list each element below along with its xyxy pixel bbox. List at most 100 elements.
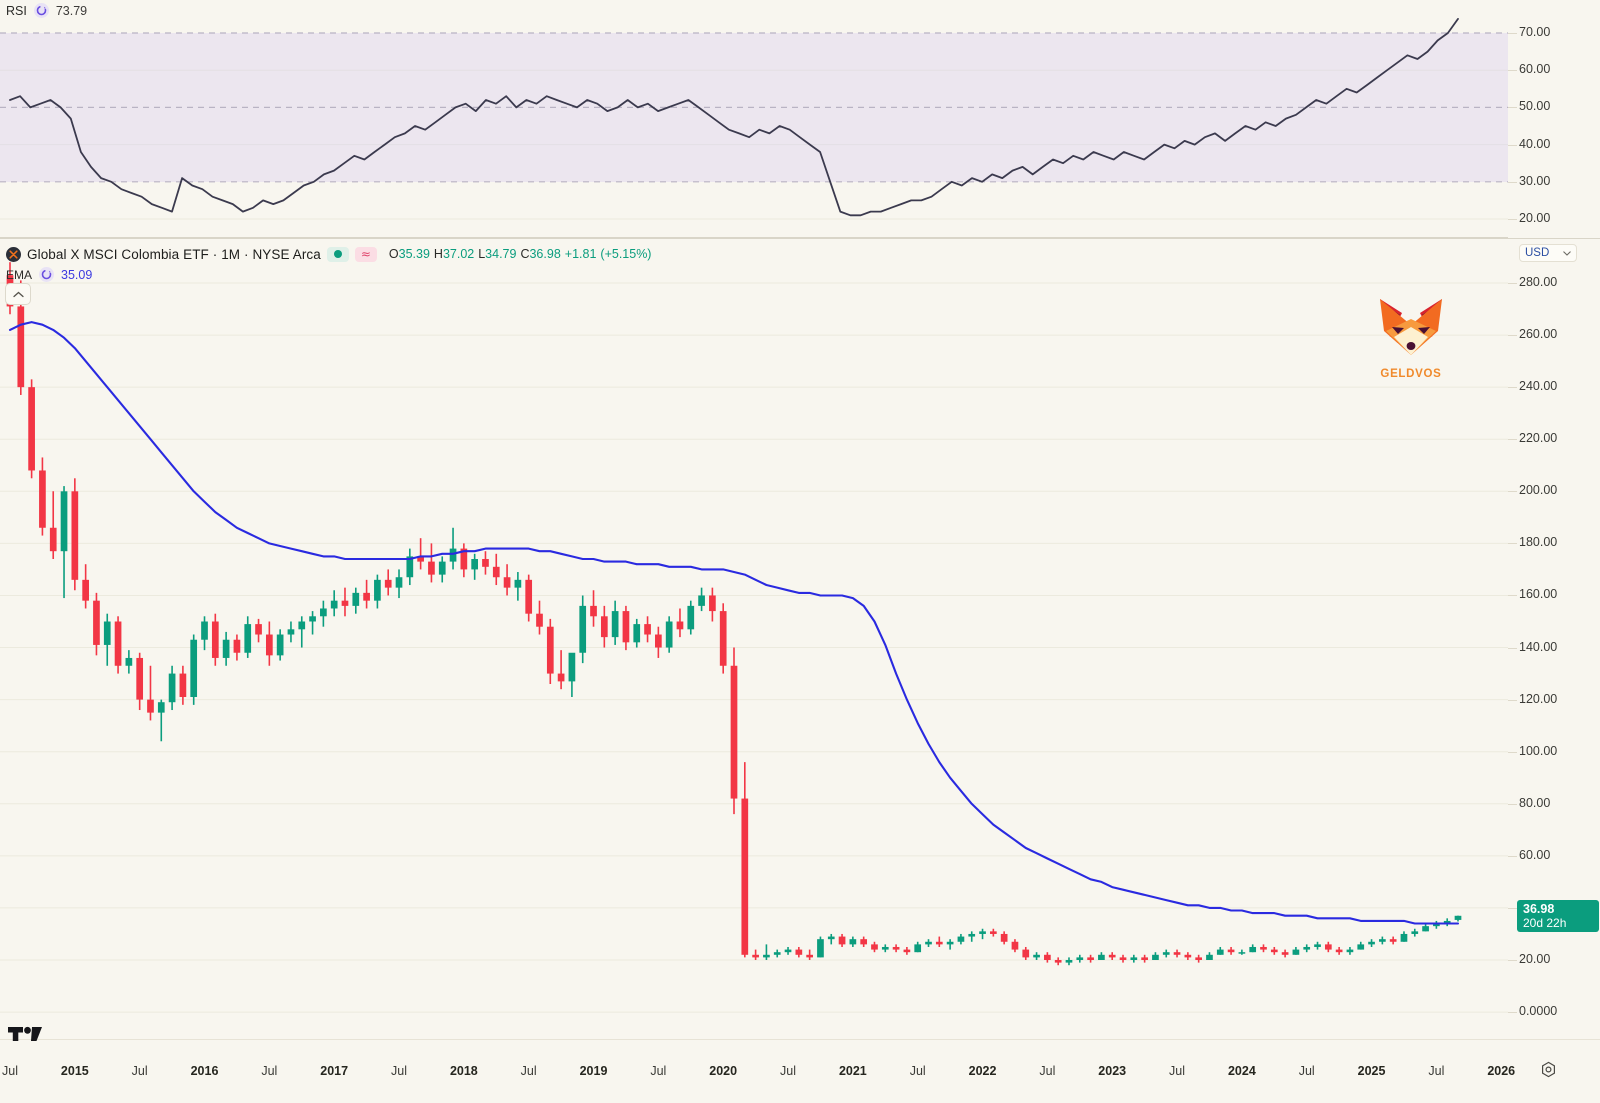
currency-label: USD	[1525, 247, 1550, 259]
settings-circle-icon[interactable]	[39, 267, 55, 282]
price-tick-label: 200.00	[1519, 483, 1558, 498]
rsi-legend[interactable]: RSI 73.79	[6, 3, 87, 18]
price-tick-mark	[1508, 387, 1517, 389]
price-tick-mark	[1508, 491, 1517, 493]
price-tick-mark	[1508, 907, 1517, 909]
time-axis-year-label: 2020	[709, 1064, 738, 1078]
time-axis-month-label: Jul	[1298, 1064, 1315, 1078]
rsi-price-axis[interactable]: 80.00 70.00 60.00 50.00 40.00 30.00 20.00	[1508, 0, 1600, 238]
price-tick-label: 260.00	[1519, 327, 1558, 342]
rsi-tick-label: 50.00	[1519, 99, 1551, 114]
rsi-pane: RSI 73.79	[0, 0, 1600, 238]
time-axis-year-label: 2023	[1098, 1064, 1127, 1078]
time-axis-year-label: 2024	[1227, 1064, 1256, 1078]
time-axis-month-label: Jul	[391, 1064, 407, 1078]
time-axis-month-label: Jul	[1169, 1064, 1186, 1078]
rsi-tick-label: 40.00	[1519, 136, 1551, 151]
tradingview-logo-icon[interactable]	[8, 1026, 42, 1053]
main-chart-pane: GELDVOS Global X MSCI Colombia ETF · 1M …	[0, 239, 1600, 1039]
candlestick-svg	[0, 262, 1508, 1013]
ohlc-o: O35.39	[388, 247, 430, 261]
price-tick-label: 120.00	[1519, 691, 1558, 706]
time-axis-year-label: 2026	[1487, 1064, 1516, 1078]
time-axis-year-label: 2016	[190, 1064, 219, 1078]
price-tick-label: 0.0000	[1519, 1004, 1558, 1019]
price-tick-mark	[1508, 335, 1517, 337]
collapse-legend-button[interactable]	[5, 283, 31, 305]
time-axis-month-label: Jul	[909, 1064, 926, 1078]
time-axis-month-label: Jul	[261, 1064, 278, 1078]
rsi-tick-mark	[1508, 144, 1517, 146]
adjusted-data-icon[interactable]: ≈	[354, 246, 377, 262]
legend-ema-row[interactable]: EMA 35.09	[6, 265, 651, 284]
price-change-percent: (+5.15%)	[600, 247, 652, 261]
time-axis-month-label: Jul	[520, 1064, 537, 1078]
time-axis-year-label: 2021	[838, 1064, 867, 1078]
chevron-up-icon	[12, 291, 24, 297]
price-axis[interactable]: USD 36.98 20d 22h 280.00 260.00 240.00 220.…	[1508, 239, 1600, 1039]
time-axis[interactable]: Jul 2015 Jul 2016 Jul 2017 Jul 2018 Jul 2019 Jul 20…	[0, 1026, 1600, 1103]
watermark: GELDVOS	[1372, 297, 1450, 380]
time-axis-year-label: 2022	[968, 1064, 997, 1078]
price-tick-label: 280.00	[1519, 275, 1558, 289]
time-axis-year-label: 2019	[579, 1064, 608, 1078]
price-plot-area[interactable]	[0, 239, 1508, 1039]
price-tick-label: 220.00	[1519, 431, 1558, 446]
candle-series	[6, 262, 1462, 966]
price-tick-label: 100.00	[1519, 743, 1558, 758]
bar-countdown: 20d 22h	[1523, 915, 1567, 930]
price-change: +1.81	[564, 247, 597, 261]
market-open-dot-icon[interactable]	[326, 246, 349, 262]
price-tick-mark	[1508, 595, 1517, 597]
rsi-tick-mark	[1508, 219, 1517, 220]
time-axis-month-label: Jul	[2, 1064, 18, 1078]
ohlc-l: L34.79	[478, 247, 517, 261]
time-axis-year-label: 2015	[60, 1064, 89, 1078]
price-tick-label: 80.00	[1519, 795, 1551, 810]
currency-selector[interactable]: USD	[1519, 244, 1577, 262]
time-axis-month-label: Jul	[780, 1064, 797, 1078]
ema-label: EMA	[6, 267, 33, 282]
price-tick-mark	[1508, 855, 1517, 857]
rsi-tick-mark	[1508, 107, 1517, 109]
rsi-tick-label: 60.00	[1519, 62, 1551, 77]
price-tick-mark	[1508, 960, 1517, 961]
time-axis-month-label: Jul	[650, 1064, 667, 1078]
price-tick-label: 240.00	[1519, 379, 1558, 394]
rsi-legend-label: RSI	[6, 3, 27, 18]
price-tick-mark	[1508, 803, 1517, 805]
chart-legend: Global X MSCI Colombia ETF · 1M · NYSE A…	[6, 244, 651, 284]
settings-circle-icon[interactable]	[33, 3, 49, 18]
time-axis-year-label: 2018	[449, 1064, 478, 1078]
rsi-line	[9, 18, 1459, 217]
price-tick-label: 180.00	[1519, 535, 1558, 550]
price-tick-mark	[1508, 543, 1517, 545]
rsi-tick-mark	[1508, 70, 1517, 72]
price-tick-mark	[1508, 439, 1517, 441]
price-tick-label: 140.00	[1519, 639, 1558, 654]
ema-line	[8, 321, 1460, 925]
price-tick-label: 60.00	[1519, 847, 1551, 862]
last-price-badge[interactable]: 36.98 20d 22h	[1517, 899, 1599, 932]
rsi-tick-mark	[1508, 181, 1517, 183]
legend-symbol-row[interactable]: Global X MSCI Colombia ETF · 1M · NYSE A…	[6, 244, 651, 264]
axis-settings-icon[interactable]	[1540, 1061, 1557, 1083]
rsi-plot-area[interactable]	[0, 0, 1508, 238]
time-axis-month-label: Jul	[1428, 1064, 1445, 1078]
chevron-down-icon	[1563, 250, 1571, 256]
ohlc-h: H37.02	[433, 247, 475, 261]
price-tick-mark	[1508, 647, 1517, 649]
rsi-tick-mark	[1508, 33, 1517, 34]
rsi-tick-label: 20.00	[1519, 211, 1551, 225]
rsi-tick-label: 70.00	[1519, 25, 1551, 39]
price-tick-mark	[1508, 751, 1517, 753]
pane-separator[interactable]	[0, 237, 1600, 239]
rsi-tick-label: 30.00	[1519, 173, 1551, 188]
price-tick-mark	[1508, 283, 1517, 284]
price-tick-label: 20.00	[1519, 952, 1551, 966]
price-tick-label: 160.00	[1519, 587, 1558, 602]
ohlc-c: C36.98	[520, 247, 561, 261]
symbol-title[interactable]: Global X MSCI Colombia ETF · 1M · NYSE A…	[27, 246, 321, 262]
watermark-label: GELDVOS	[1380, 368, 1442, 380]
